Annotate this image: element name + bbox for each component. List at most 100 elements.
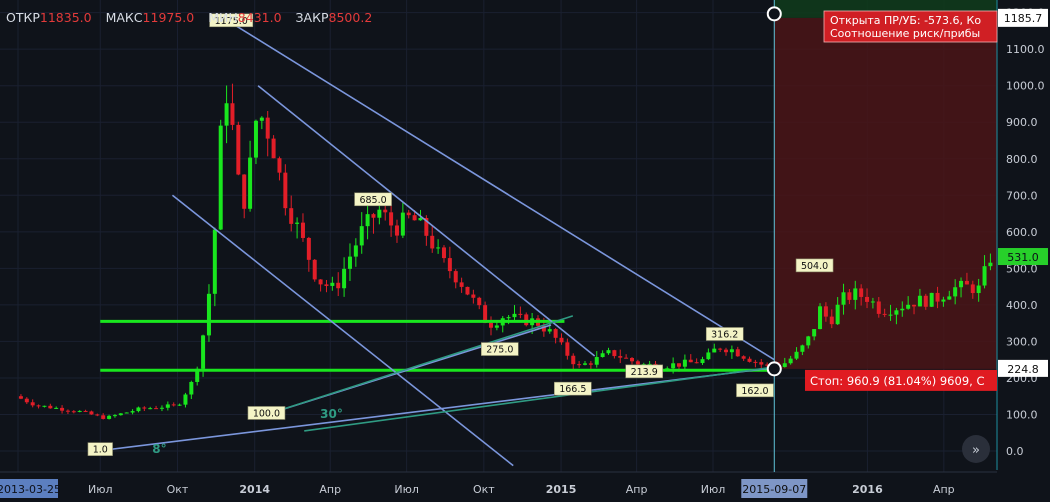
candle-body — [430, 235, 435, 249]
close-label: ЗАКР — [296, 10, 329, 25]
candle-body — [18, 396, 23, 399]
candle-body — [324, 284, 329, 286]
point-label-bg — [247, 406, 286, 420]
position-info-bg — [823, 10, 998, 43]
candle-body — [970, 284, 975, 294]
trend-line[interactable] — [257, 85, 596, 357]
candle-body — [230, 103, 235, 125]
candle-body — [624, 357, 629, 359]
point-label: 1.0 — [93, 445, 108, 456]
candle-body — [982, 266, 987, 286]
candle-body — [694, 362, 699, 364]
trend-line[interactable] — [229, 21, 775, 361]
candle-body — [441, 247, 446, 259]
candle-body — [630, 357, 635, 362]
candle-body — [759, 362, 764, 365]
candle-body — [471, 294, 476, 298]
candle-body — [765, 364, 770, 366]
scroll-to-latest-button[interactable]: » — [962, 435, 990, 463]
time-axis-bg — [0, 472, 997, 498]
candle-body — [289, 208, 294, 224]
candle-body — [101, 415, 106, 419]
candle-body — [201, 335, 206, 369]
candle-body — [424, 218, 429, 236]
point-label: 162.0 — [741, 386, 768, 397]
stop-info-box[interactable]: Стоп: 960.9 (81.04%) 9609, С — [805, 369, 997, 391]
scroll-button-bg[interactable] — [962, 435, 990, 463]
candle-body — [735, 349, 740, 357]
price-tick-label: 1000.0 — [1006, 80, 1045, 93]
cursor-date-tag: 2015-09-07 — [741, 479, 808, 498]
entry-handle[interactable] — [766, 361, 782, 377]
time-axis[interactable]: Июл Окт 2014 Апр Июл Окт 2015 Апр Июл 2016 Апр — [0, 471, 997, 498]
candle-body — [876, 301, 881, 314]
price-axis[interactable]: 0.0100.0200.0300.0400.0500.0600.0700.080… — [996, 0, 1050, 470]
candle-body — [283, 172, 288, 209]
time-tick-label: Апр — [319, 483, 341, 496]
candle-body — [312, 259, 317, 280]
candle-body — [859, 288, 864, 297]
candle-body — [306, 237, 311, 260]
candle-body — [835, 304, 840, 325]
candle-body — [148, 408, 153, 410]
angle-label: 8° — [152, 442, 166, 456]
double-chevron-right-icon: » — [972, 443, 980, 458]
candle-body — [271, 138, 276, 159]
position-info-box[interactable]: Открыта ПР/УБ: -573.6, Ко Соотношение ри… — [823, 10, 998, 43]
candle-body — [865, 296, 870, 302]
candle-body — [988, 262, 993, 267]
candle-body — [465, 286, 470, 295]
candle-body — [718, 348, 723, 350]
candle-body — [383, 209, 388, 213]
candle-body — [583, 363, 587, 365]
candle-body — [947, 296, 952, 300]
candle-body — [812, 329, 817, 337]
candle-body — [336, 282, 341, 289]
candle-body — [142, 407, 147, 409]
candle-body — [318, 279, 323, 285]
candle-body — [459, 282, 464, 287]
candle-body — [612, 350, 617, 357]
time-tick-label: 2015 — [546, 483, 577, 496]
trend-line[interactable] — [304, 366, 775, 432]
candle-body — [547, 329, 552, 332]
candle-body — [600, 353, 605, 358]
candle-body — [964, 280, 969, 285]
candle-body — [524, 314, 529, 326]
point-label: 213.9 — [631, 367, 658, 378]
candle-body — [870, 301, 875, 303]
candle-body — [888, 314, 893, 316]
candle-body — [577, 364, 582, 366]
target-price-label: 1185.7 — [1004, 12, 1043, 25]
candle-body — [929, 292, 934, 307]
candle-body — [565, 342, 570, 356]
target-handle[interactable] — [766, 6, 782, 22]
trend-lines[interactable] — [100, 21, 775, 467]
point-label-bg — [795, 258, 834, 273]
candle-body — [48, 405, 53, 409]
point-label: 504.0 — [801, 261, 828, 272]
trend-line[interactable] — [266, 315, 574, 416]
candle-body — [124, 412, 129, 414]
candle-body — [741, 356, 746, 359]
position-pnl-text: Открыта ПР/УБ: -573.6, Ко — [830, 14, 981, 27]
point-label: 316.2 — [711, 329, 738, 340]
point-label: 685.0 — [359, 195, 386, 206]
open-label: ОТКР — [6, 10, 40, 25]
candle-body — [818, 306, 823, 330]
candle-body — [242, 174, 247, 209]
candle-body — [882, 313, 887, 315]
time-tick-label: 2014 — [239, 483, 270, 496]
candle-body — [959, 280, 964, 288]
open-value: 11835.0 — [40, 10, 92, 25]
trend-line[interactable] — [171, 194, 514, 467]
candle-body — [753, 361, 758, 363]
candle-body — [729, 349, 734, 353]
candle-body — [389, 212, 394, 226]
candle-body — [935, 292, 940, 302]
candle-body — [571, 355, 576, 365]
candle-body — [688, 359, 693, 363]
candle-body — [118, 413, 123, 416]
